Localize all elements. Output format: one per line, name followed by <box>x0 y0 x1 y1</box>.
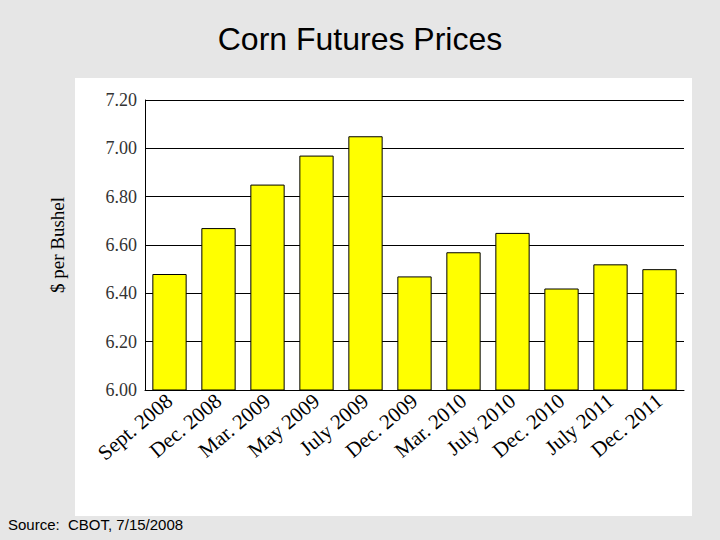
svg-text:July 2009: July 2009 <box>294 388 374 461</box>
svg-text:6.00: 6.00 <box>106 380 138 400</box>
svg-text:July 2010: July 2010 <box>441 388 521 461</box>
svg-text:7.20: 7.20 <box>106 90 138 110</box>
svg-text:Mar. 2009: Mar. 2009 <box>193 388 276 463</box>
svg-text:6.80: 6.80 <box>106 187 138 207</box>
svg-text:6.60: 6.60 <box>106 235 138 255</box>
svg-text:Dec. 2008: Dec. 2008 <box>144 388 227 463</box>
svg-text:Source: CBOT, 7/15/2008: Source: CBOT, 7/15/2008 <box>8 516 183 533</box>
svg-text:6.40: 6.40 <box>106 283 138 303</box>
svg-text:Dec. 2009: Dec. 2009 <box>340 388 423 463</box>
svg-text:6.20: 6.20 <box>106 332 138 352</box>
svg-text:May 2009: May 2009 <box>243 388 325 463</box>
svg-text:Sept. 2008: Sept. 2008 <box>93 388 178 465</box>
svg-text:$ per Bushel: $ per Bushel <box>47 197 68 293</box>
svg-text:Dec. 2011: Dec. 2011 <box>586 389 667 462</box>
svg-text:7.00: 7.00 <box>106 138 138 158</box>
svg-text:Dec. 2010: Dec. 2010 <box>487 388 570 463</box>
svg-text:Corn Futures Prices: Corn Futures Prices <box>218 21 503 57</box>
svg-text:Mar. 2010: Mar. 2010 <box>389 388 472 463</box>
svg-text:July 2011: July 2011 <box>540 388 619 460</box>
